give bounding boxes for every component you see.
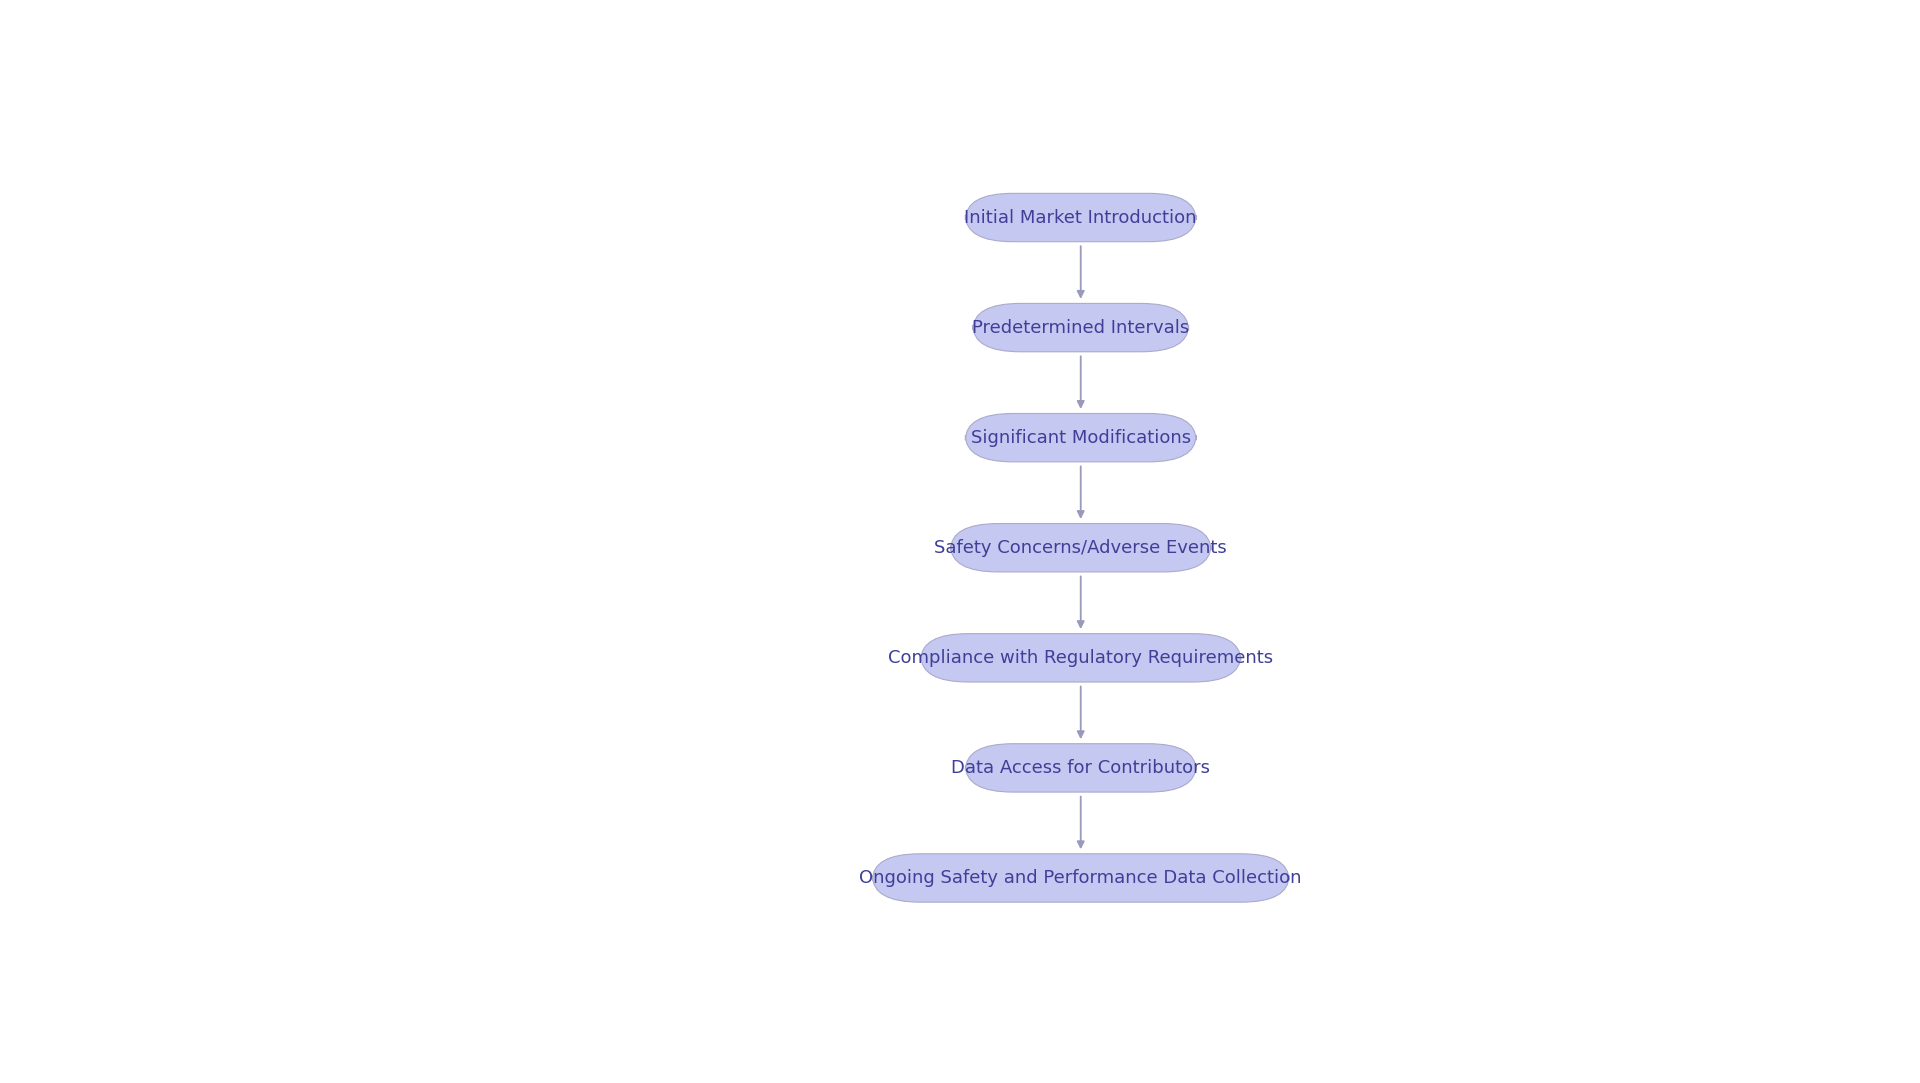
FancyBboxPatch shape xyxy=(922,634,1240,682)
FancyBboxPatch shape xyxy=(950,523,1212,572)
Text: Safety Concerns/Adverse Events: Safety Concerns/Adverse Events xyxy=(935,538,1227,557)
FancyBboxPatch shape xyxy=(966,414,1196,461)
FancyBboxPatch shape xyxy=(872,853,1288,902)
FancyBboxPatch shape xyxy=(966,744,1196,792)
Text: Data Access for Contributors: Data Access for Contributors xyxy=(950,759,1210,777)
Text: Initial Market Introduction: Initial Market Introduction xyxy=(964,209,1196,226)
Text: Compliance with Regulatory Requirements: Compliance with Regulatory Requirements xyxy=(889,649,1273,667)
Text: Ongoing Safety and Performance Data Collection: Ongoing Safety and Performance Data Coll… xyxy=(860,869,1302,887)
Text: Predetermined Intervals: Predetermined Intervals xyxy=(972,318,1188,337)
FancyBboxPatch shape xyxy=(966,194,1196,242)
Text: Significant Modifications: Significant Modifications xyxy=(972,429,1190,446)
FancyBboxPatch shape xyxy=(973,303,1188,352)
